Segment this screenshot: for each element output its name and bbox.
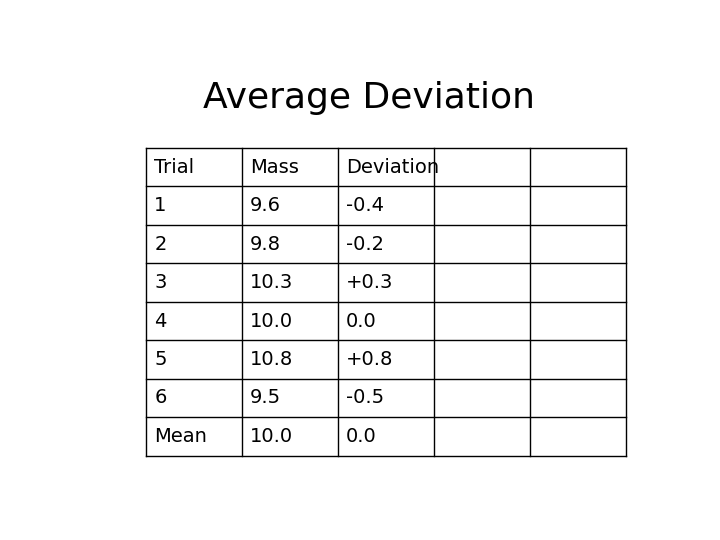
Text: Average Deviation: Average Deviation	[203, 81, 535, 115]
Text: Mean: Mean	[154, 427, 207, 446]
Text: 0.0: 0.0	[346, 427, 377, 446]
Text: 2: 2	[154, 234, 166, 254]
Text: 9.6: 9.6	[250, 196, 281, 215]
Text: 10.0: 10.0	[250, 312, 293, 330]
Text: -0.4: -0.4	[346, 196, 384, 215]
Text: 9.5: 9.5	[250, 388, 282, 408]
Text: 6: 6	[154, 388, 166, 408]
Text: 5: 5	[154, 350, 166, 369]
Text: 0.0: 0.0	[346, 312, 377, 330]
Text: +0.8: +0.8	[346, 350, 394, 369]
Text: 10.3: 10.3	[250, 273, 293, 292]
Text: 3: 3	[154, 273, 166, 292]
Text: -0.5: -0.5	[346, 388, 384, 408]
Text: Mass: Mass	[250, 158, 299, 177]
Text: 1: 1	[154, 196, 166, 215]
Text: 10.0: 10.0	[250, 427, 293, 446]
Text: -0.2: -0.2	[346, 234, 384, 254]
Text: Trial: Trial	[154, 158, 194, 177]
Text: 10.8: 10.8	[250, 350, 293, 369]
Text: +0.3: +0.3	[346, 273, 394, 292]
Text: Deviation: Deviation	[346, 158, 439, 177]
Text: 9.8: 9.8	[250, 234, 281, 254]
Text: 4: 4	[154, 312, 166, 330]
